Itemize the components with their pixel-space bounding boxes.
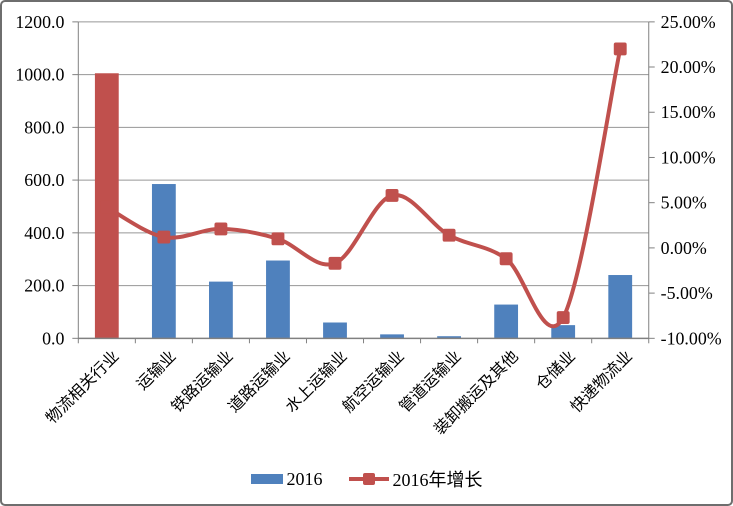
left-axis-tick-label: 1000.0 — [15, 65, 64, 85]
legend-item-line-series: 2016年增长 — [348, 466, 483, 492]
line-marker-管道运输业 — [442, 228, 456, 242]
line-marker-道路运输业 — [271, 232, 285, 246]
line-swatch-marker-icon — [362, 473, 375, 485]
category-label-9: 仓储业 — [533, 347, 579, 393]
line-marker-仓储业 — [556, 311, 570, 324]
line-marker-物流相关行业 — [100, 200, 114, 214]
legend-label-line-series: 2016年增长 — [392, 470, 483, 490]
bar-运输业 — [151, 184, 176, 339]
left-axis-tick-label: 400.0 — [24, 223, 64, 243]
legend-label-bar-series: 2016 — [286, 468, 323, 489]
line-marker-运输业 — [157, 230, 171, 244]
right-axis-tick-label: 25.00% — [661, 12, 716, 32]
right-axis-tick-label: 0.00% — [661, 238, 707, 258]
line-marker-航空运输业 — [385, 189, 399, 202]
left-axis-tick-label: 600.0 — [24, 170, 64, 190]
bar-仓储业 — [551, 325, 576, 339]
line-marker-水上运输业 — [328, 256, 342, 270]
category-label-2: 运输业 — [133, 347, 179, 393]
right-axis-tick-label: -5.00% — [661, 283, 713, 303]
right-axis-tick-label: -10.00% — [661, 328, 722, 348]
left-axis-tick-label: 200.0 — [24, 276, 64, 296]
line-marker-铁路运输业 — [214, 222, 228, 236]
right-axis-tick-label: 5.00% — [661, 193, 707, 213]
left-axis-tick-label: 1200.0 — [15, 12, 64, 32]
growth-line — [104, 46, 623, 329]
right-axis-tick-label: 20.00% — [661, 57, 716, 77]
bar-管道运输业 — [437, 336, 461, 339]
right-axis-tick-label: 10.00% — [661, 147, 716, 167]
bar-水上运输业 — [323, 322, 347, 339]
right-axis-tick-label: 15.00% — [661, 102, 716, 122]
line-marker-快递物流业 — [613, 42, 627, 56]
bar-道路运输业 — [266, 260, 290, 339]
line-series-swatch — [348, 472, 389, 486]
category-label-10: 快递物流业 — [567, 347, 636, 416]
left-axis-tick-label: 0.0 — [42, 328, 64, 348]
bar-装卸搬运及其他 — [494, 304, 519, 339]
bar-series-swatch — [250, 474, 283, 484]
bar-航空运输业 — [380, 334, 404, 339]
left-axis-tick-label: 800.0 — [24, 117, 64, 137]
legend: 2016 2016年增长 — [2, 466, 731, 492]
bar-铁路运输业 — [209, 281, 233, 339]
bar-快递物流业 — [608, 275, 633, 339]
category-label-1: 物流相关行业 — [43, 347, 123, 427]
legend-item-bar-series: 2016 — [250, 468, 323, 490]
line-marker-装卸搬运及其他 — [499, 252, 513, 266]
